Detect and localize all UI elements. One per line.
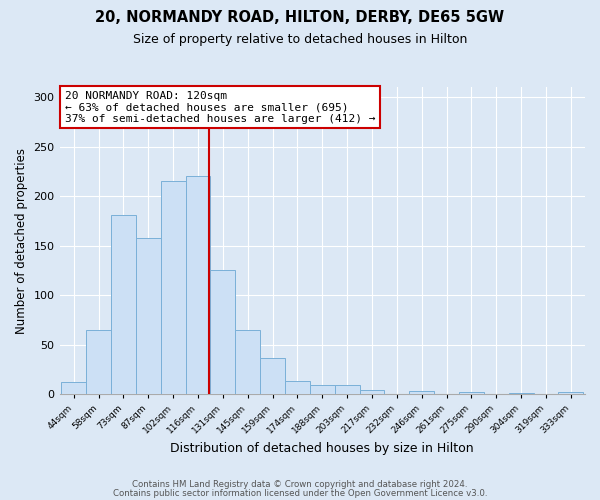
Bar bbox=[61, 382, 86, 394]
Bar bbox=[86, 330, 111, 394]
Bar bbox=[136, 238, 161, 394]
Bar bbox=[359, 390, 385, 394]
Text: Contains HM Land Registry data © Crown copyright and database right 2024.: Contains HM Land Registry data © Crown c… bbox=[132, 480, 468, 489]
Bar bbox=[459, 392, 484, 394]
Text: Contains public sector information licensed under the Open Government Licence v3: Contains public sector information licen… bbox=[113, 488, 487, 498]
Bar bbox=[310, 385, 335, 394]
Bar bbox=[335, 385, 359, 394]
Bar bbox=[235, 330, 260, 394]
Text: 20 NORMANDY ROAD: 120sqm
← 63% of detached houses are smaller (695)
37% of semi-: 20 NORMANDY ROAD: 120sqm ← 63% of detach… bbox=[65, 90, 375, 124]
Text: 20, NORMANDY ROAD, HILTON, DERBY, DE65 5GW: 20, NORMANDY ROAD, HILTON, DERBY, DE65 5… bbox=[95, 10, 505, 25]
Bar bbox=[161, 182, 185, 394]
Bar bbox=[285, 381, 310, 394]
Bar bbox=[111, 215, 136, 394]
Bar bbox=[409, 391, 434, 394]
Y-axis label: Number of detached properties: Number of detached properties bbox=[15, 148, 28, 334]
Text: Size of property relative to detached houses in Hilton: Size of property relative to detached ho… bbox=[133, 32, 467, 46]
Bar bbox=[260, 358, 285, 394]
Bar bbox=[559, 392, 583, 394]
X-axis label: Distribution of detached houses by size in Hilton: Distribution of detached houses by size … bbox=[170, 442, 474, 455]
Bar bbox=[509, 393, 533, 394]
Bar bbox=[211, 270, 235, 394]
Bar bbox=[185, 176, 211, 394]
